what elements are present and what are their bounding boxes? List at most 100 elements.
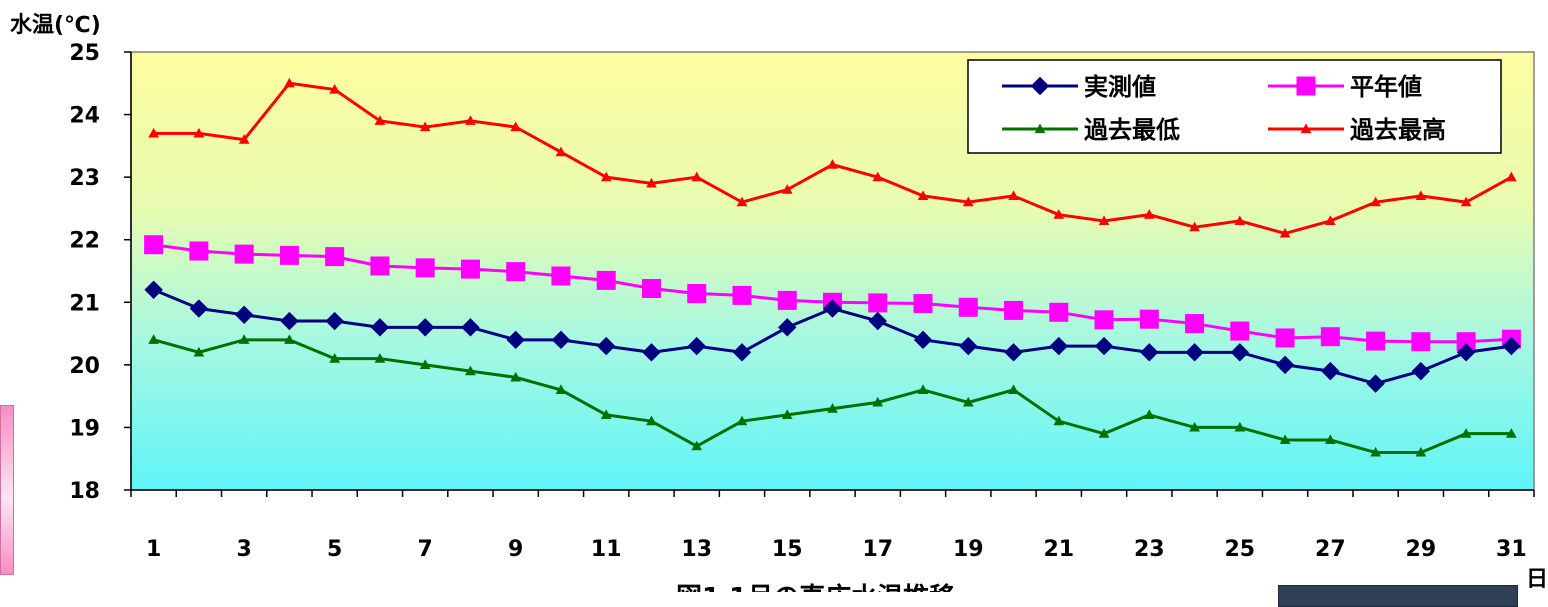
data-point-s1: [280, 311, 299, 331]
legend-label-1: 実測値: [1084, 73, 1156, 101]
data-point-s3: [329, 353, 341, 363]
legend-box: [967, 59, 1502, 154]
x-tick-label: 1: [146, 537, 161, 562]
data-point-s3: [1098, 428, 1110, 438]
data-point-s4: [827, 159, 838, 169]
data-point-s4: [781, 184, 793, 194]
x-tick-label: 5: [327, 537, 342, 562]
data-point-s4: [1008, 190, 1019, 201]
y-tick-label: 22: [69, 229, 100, 254]
data-point-s1: [234, 305, 254, 325]
data-point-s3: [1053, 415, 1065, 426]
data-point-s4: [510, 121, 522, 132]
x-tick-label: 9: [508, 537, 523, 562]
data-point-s2: [144, 235, 164, 255]
x-tick-label: 17: [862, 537, 893, 562]
data-point-s3: [148, 334, 159, 344]
data-point-s1: [868, 311, 887, 331]
legend-label-2: 平年値: [1350, 73, 1422, 101]
data-point-s2: [1139, 309, 1159, 329]
y-tick-label: 18: [69, 479, 100, 504]
data-point-s1: [1411, 361, 1431, 381]
data-point-s3: [284, 334, 295, 344]
legend-marker-1: [1030, 76, 1050, 96]
data-point-s1: [506, 330, 525, 350]
data-point-s3: [374, 353, 386, 363]
data-point-s2: [1185, 314, 1205, 334]
data-point-s4: [238, 134, 250, 144]
x-tick-label: 23: [1134, 537, 1165, 562]
x-tick-label: 11: [591, 537, 622, 562]
data-point-s2: [1366, 331, 1386, 351]
y-tick-label: 21: [69, 291, 100, 316]
data-point-s4: [1370, 196, 1381, 207]
data-point-s2: [958, 297, 978, 317]
data-point-s1: [370, 318, 390, 337]
data-point-s1: [1321, 361, 1340, 381]
data-point-s2: [1094, 310, 1114, 330]
x-tick-label: 25: [1225, 537, 1256, 562]
data-point-s2: [868, 293, 888, 313]
data-point-s4: [962, 196, 974, 207]
data-point-s3: [1189, 421, 1200, 432]
data-point-s2: [189, 241, 209, 261]
data-point-s2: [1411, 332, 1431, 352]
data-point-s4: [1460, 196, 1472, 207]
data-point-s1: [551, 330, 571, 350]
data-point-s4: [1234, 215, 1246, 226]
y-tick-label: 20: [69, 354, 100, 379]
data-point-s1: [325, 311, 344, 331]
y-tick-label: 25: [69, 41, 100, 66]
data-point-s4: [193, 127, 205, 138]
data-point-s4: [555, 146, 567, 157]
data-point-s1: [1275, 355, 1295, 375]
data-point-s1: [732, 343, 752, 362]
data-point-s4: [1189, 221, 1200, 232]
data-point-s4: [419, 121, 431, 132]
x-tick-label: 15: [772, 537, 803, 562]
data-point-s2: [1275, 328, 1295, 348]
data-point-s1: [1502, 336, 1521, 356]
data-point-s3: [193, 346, 205, 357]
data-point-s4: [1415, 190, 1427, 201]
data-point-s1: [1456, 343, 1476, 362]
data-point-s4: [329, 84, 341, 94]
data-point-s4: [374, 115, 386, 125]
data-point-s1: [1366, 374, 1385, 393]
data-point-s1: [1230, 343, 1250, 362]
data-point-s3: [827, 403, 838, 413]
data-point-s1: [597, 336, 616, 356]
data-point-s4: [872, 171, 884, 182]
legend-label-3: 過去最低: [1084, 116, 1180, 144]
data-point-s2: [415, 258, 435, 278]
data-point-s4: [736, 196, 748, 207]
data-point-s3: [465, 365, 476, 376]
x-axis-label: 日: [1526, 567, 1548, 592]
data-point-s3: [600, 409, 612, 420]
data-point-s4: [284, 77, 295, 88]
x-tick-label: 3: [236, 537, 251, 562]
data-point-s1: [642, 343, 661, 362]
data-point-s2: [1049, 302, 1069, 322]
data-point-s4: [1098, 215, 1110, 226]
data-point-s3: [646, 415, 657, 426]
data-point-s2: [732, 285, 752, 305]
legend-marker-4: [1300, 123, 1312, 134]
legend-marker-3: [1034, 123, 1046, 134]
x-tick-label: 21: [1043, 537, 1074, 562]
data-point-s4: [646, 177, 657, 188]
data-point-s2: [641, 279, 661, 299]
data-point-s2: [913, 294, 933, 314]
data-point-s3: [1143, 409, 1155, 420]
data-point-s4: [691, 171, 703, 182]
data-point-s3: [781, 409, 793, 420]
data-point-s3: [1279, 434, 1291, 445]
data-point-s1: [687, 336, 706, 356]
data-point-s3: [238, 334, 250, 344]
data-point-s2: [234, 244, 254, 264]
data-point-s2: [370, 256, 390, 276]
data-point-s3: [419, 359, 431, 369]
data-point-s1: [1185, 343, 1204, 362]
data-point-s2: [596, 270, 616, 290]
